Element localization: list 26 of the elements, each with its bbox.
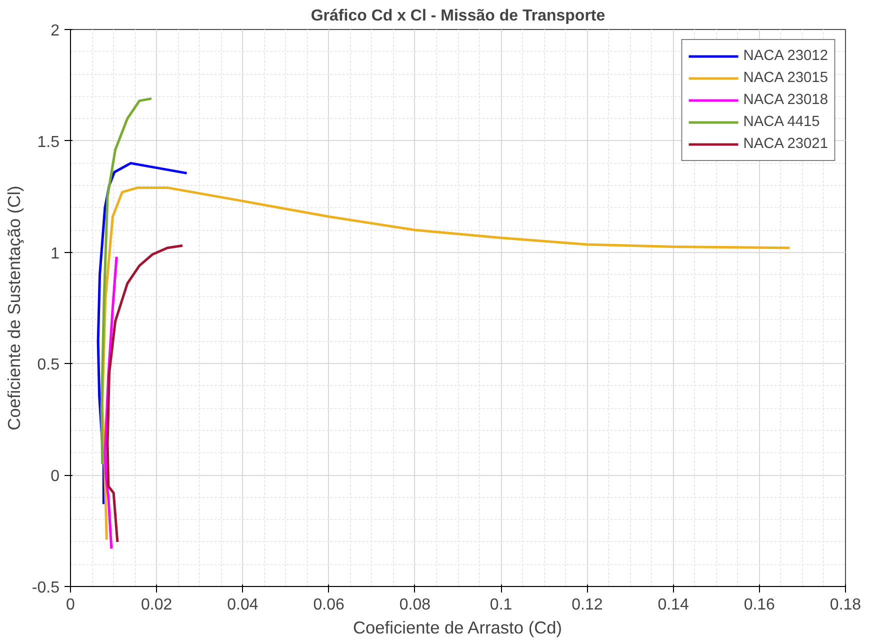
legend-label: NACA 4415 xyxy=(743,114,820,130)
x-tick-label: 0.06 xyxy=(313,596,345,614)
x-tick-label: 0.12 xyxy=(572,596,603,614)
x-tick-label: 0.14 xyxy=(658,596,689,614)
line-series xyxy=(100,97,153,466)
x-tick-label: 0 xyxy=(66,596,76,614)
x-axis-title: Coeficiente de Arrasto (Cd) xyxy=(353,618,562,638)
legend-label: NACA 23012 xyxy=(743,48,828,64)
x-tick-label: 0.16 xyxy=(744,596,776,614)
y-tick-label: 2 xyxy=(50,22,60,40)
y-axis-title: Coeficiente de Sustentação (Cl) xyxy=(4,186,24,430)
legend-label: NACA 23021 xyxy=(743,136,828,152)
y-tick-label: -0.5 xyxy=(32,580,60,596)
x-tick-label: 0.1 xyxy=(490,596,512,614)
y-tick-label: 0 xyxy=(50,468,60,486)
x-tick-label: 0.02 xyxy=(141,596,172,614)
y-tick-label: 0.5 xyxy=(37,356,60,374)
x-tick-label: 0.18 xyxy=(830,596,862,614)
y-tick-label: 1 xyxy=(50,245,60,262)
y-tick-label: 1.5 xyxy=(37,134,60,151)
legend-label: NACA 23018 xyxy=(743,92,828,108)
x-tick-label: 0.04 xyxy=(227,596,258,614)
x-tick-label: 0.08 xyxy=(399,596,431,614)
chart-title: Gráfico Cd x Cl - Missão de Transporte xyxy=(310,8,606,24)
legend-label: NACA 23015 xyxy=(743,70,828,86)
line-series xyxy=(106,244,184,544)
